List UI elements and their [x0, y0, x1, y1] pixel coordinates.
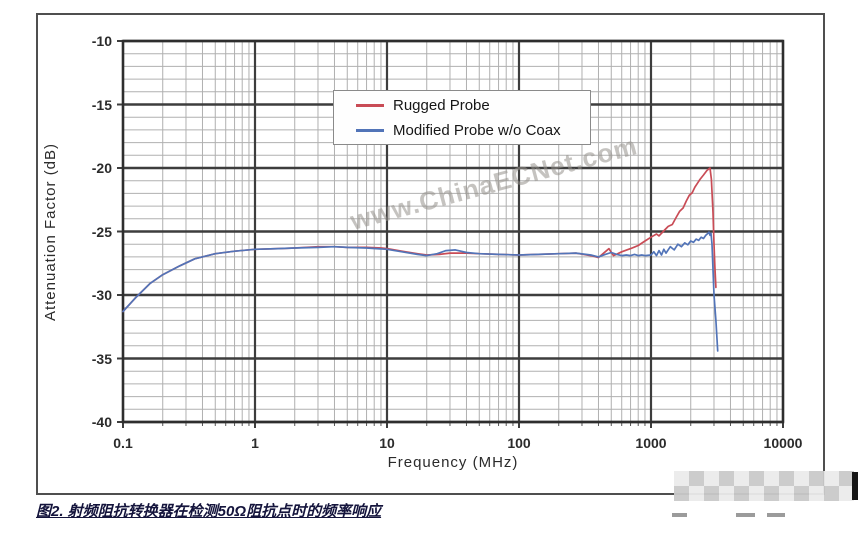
x-tick-label: 0.1 [113, 435, 133, 451]
series-line-modified-probe-w-o-coax [122, 231, 719, 352]
plot-border [121, 39, 785, 424]
pixelated-watermark [674, 471, 854, 501]
x-tick-label: 1 [251, 435, 259, 451]
series-line-rugged-probe [122, 167, 717, 313]
legend-label: Modified Probe w/o Coax [393, 121, 561, 139]
chart-legend: Rugged Probe Modified Probe w/o Coax [333, 90, 591, 145]
y-tick-label: -40 [91, 414, 112, 430]
y-tick-label: -30 [91, 287, 112, 303]
pixelated-watermark-dash [767, 513, 785, 517]
legend-item: Modified Probe w/o Coax [356, 122, 590, 139]
y-axis-title: Attenuation Factor (dB) [42, 142, 59, 322]
pixelated-watermark-dash [736, 513, 755, 517]
x-tick-label: 10000 [763, 435, 803, 451]
legend-line-sample-icon [356, 128, 384, 132]
edge-artifact-bar [852, 472, 858, 500]
legend-label: Rugged Probe [393, 96, 490, 114]
y-tick-label: -20 [91, 160, 112, 176]
figure-caption: 图2. 射频阻抗转换器在检测50Ω阻抗点时的频率响应 [36, 503, 382, 520]
legend-item: Rugged Probe [356, 97, 590, 114]
legend-line-sample-icon [356, 103, 384, 107]
x-tick-label: 10 [379, 435, 395, 451]
x-tick-label: 1000 [635, 435, 667, 451]
y-tick-label: -15 [91, 96, 112, 113]
x-axis-title: Frequency (MHz) [387, 454, 519, 471]
x-tick-label: 100 [507, 435, 531, 451]
y-tick-label: -10 [91, 33, 112, 49]
y-tick-label: -35 [91, 350, 112, 367]
y-tick-label: -25 [91, 223, 112, 240]
pixelated-watermark-dash [672, 513, 687, 517]
